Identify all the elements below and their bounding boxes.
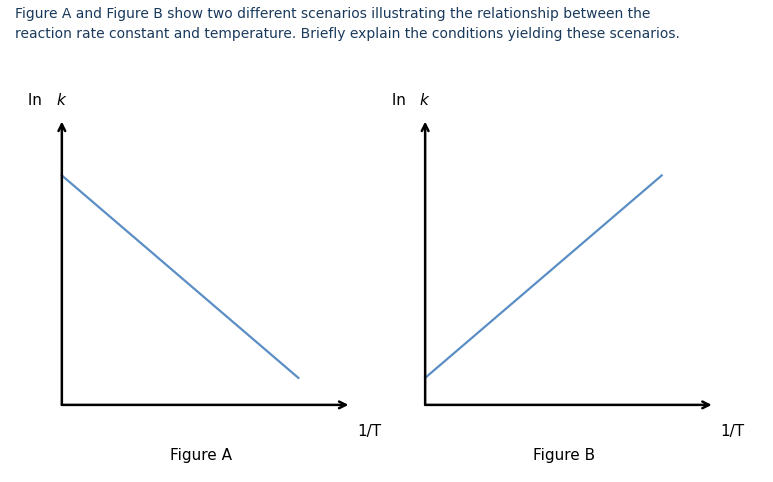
Text: Figure A and Figure B show two different scenarios illustrating the relationship: Figure A and Figure B show two different… — [15, 7, 651, 21]
Text: Figure B: Figure B — [533, 448, 595, 463]
Text: Figure A: Figure A — [170, 448, 232, 463]
Text: ln: ln — [29, 93, 47, 108]
Text: 1/T: 1/T — [720, 424, 744, 439]
Text: reaction rate constant and temperature. Briefly explain the conditions yielding : reaction rate constant and temperature. … — [15, 27, 680, 40]
Text: k: k — [420, 93, 428, 108]
Text: k: k — [56, 93, 65, 108]
Text: 1/T: 1/T — [357, 424, 381, 439]
Text: ln: ln — [392, 93, 410, 108]
